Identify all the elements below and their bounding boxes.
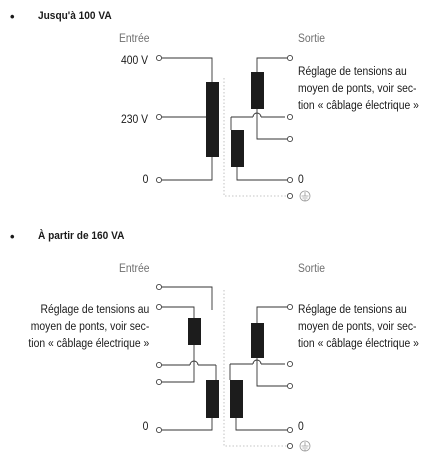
output-note-2: Réglage de tensions au moyen de ponts, v… bbox=[298, 304, 419, 350]
bullet-icon: • bbox=[10, 9, 15, 24]
windings bbox=[188, 72, 264, 418]
voltage-400v: 400 V bbox=[120, 55, 148, 67]
wire-hops bbox=[189, 112, 262, 366]
input-wiring-2 bbox=[162, 286, 217, 431]
input-note-2: Réglage de tensions au moyen de ponts, v… bbox=[28, 304, 150, 350]
input-label-1: Entrée bbox=[119, 33, 150, 45]
ground-icon bbox=[299, 440, 311, 452]
output-label-2: Sortie bbox=[298, 263, 326, 275]
input-wiring-1 bbox=[162, 57, 213, 181]
terminal-circles bbox=[155, 54, 294, 450]
winding-secondary-1a bbox=[251, 72, 264, 109]
section-heading-2: À partir de 160 VA bbox=[38, 230, 125, 242]
ground-icon bbox=[299, 190, 311, 202]
input-zero-2: 0 bbox=[142, 421, 148, 433]
voltage-0: 0 bbox=[142, 174, 148, 186]
output-wiring-2 bbox=[229, 306, 288, 431]
output-zero-2: 0 bbox=[298, 421, 304, 433]
winding-primary-2a bbox=[188, 318, 201, 345]
winding-secondary-2b bbox=[230, 380, 243, 418]
output-zero-1: 0 bbox=[298, 174, 304, 186]
winding-secondary-1b bbox=[231, 130, 244, 167]
shield-dotted-lines bbox=[223, 78, 287, 447]
output-label-1: Sortie bbox=[298, 33, 326, 45]
section-heading-1: Jusqu'à 100 VA bbox=[38, 10, 112, 22]
output-note-1: Réglage de tensions au moyen de ponts, v… bbox=[298, 66, 419, 112]
winding-secondary-2a bbox=[251, 323, 264, 358]
output-wiring-1 bbox=[230, 57, 288, 181]
winding-primary-1 bbox=[206, 82, 219, 157]
winding-primary-2b bbox=[206, 380, 219, 418]
bullet-icon: • bbox=[10, 229, 15, 244]
input-label-2: Entrée bbox=[119, 263, 150, 275]
voltage-230v: 230 V bbox=[120, 114, 148, 126]
